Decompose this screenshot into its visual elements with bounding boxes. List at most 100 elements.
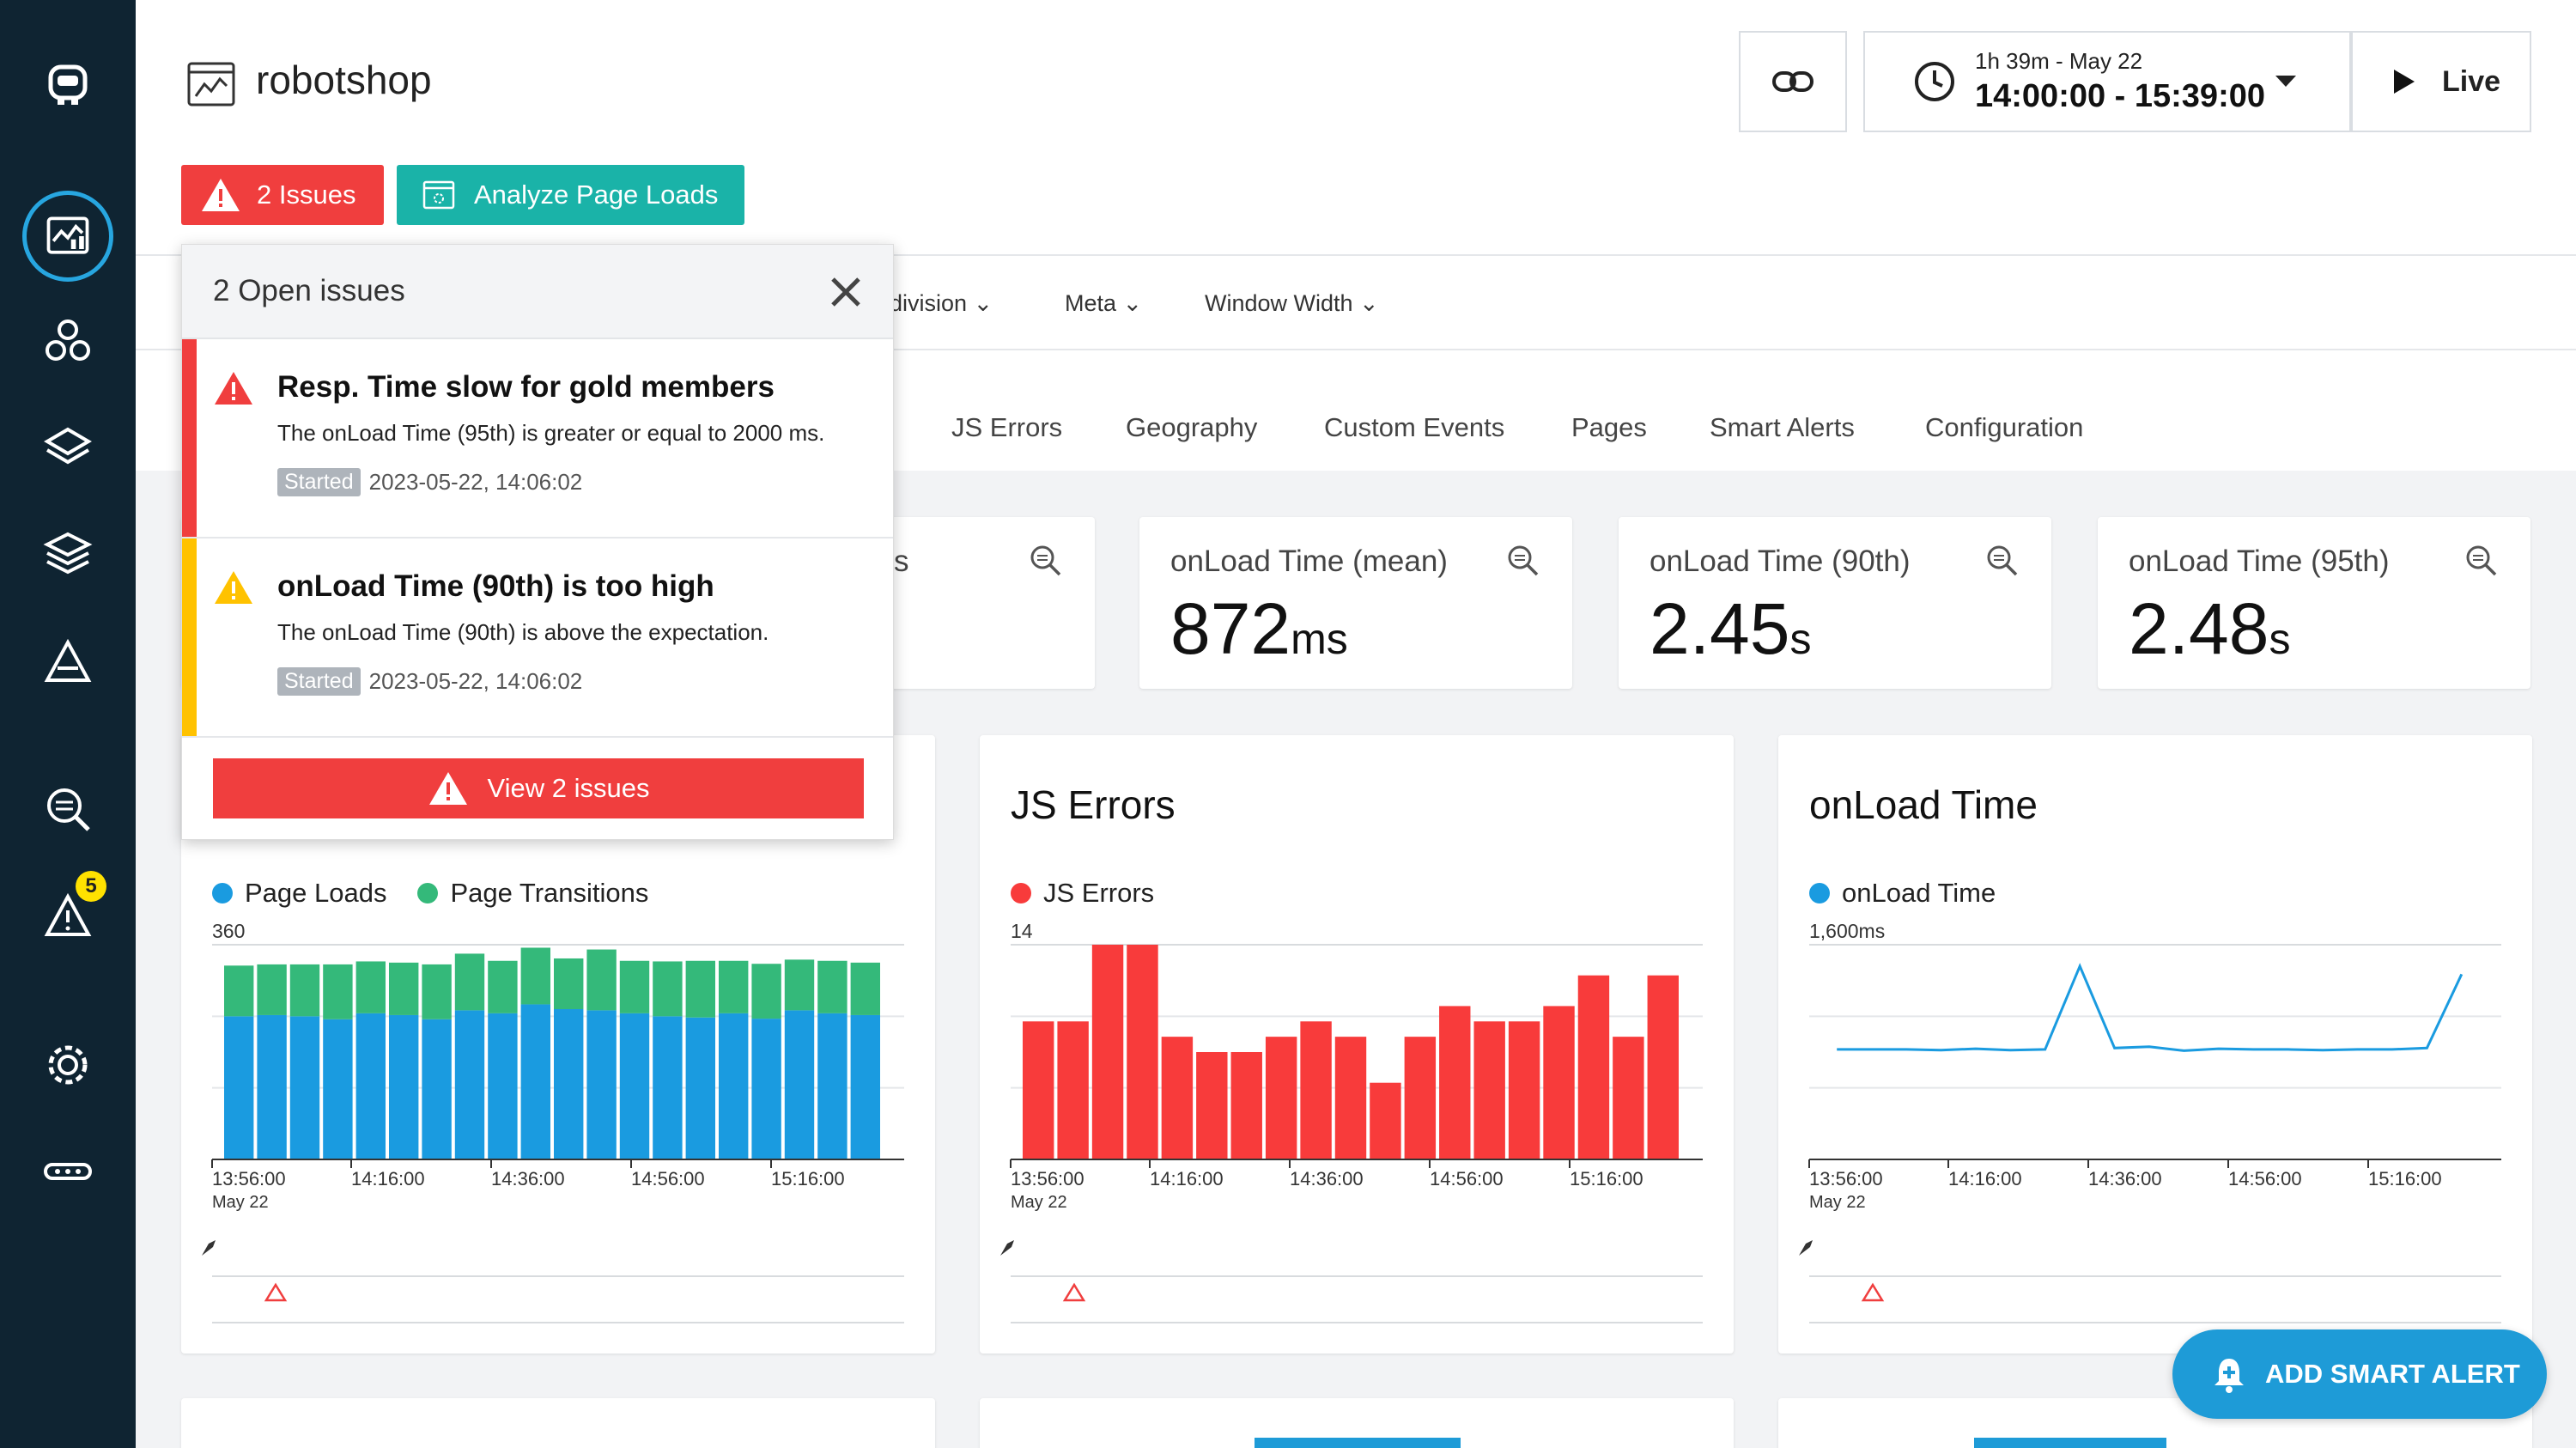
x-date-label: May 22 (1011, 1193, 1067, 1212)
issue-title: onLoad Time (90th) is too high (277, 569, 714, 603)
x-tick-label: 14:36:00 (2088, 1168, 2162, 1189)
legend-label: JS Errors (1043, 878, 1155, 908)
bar-page-transitions (817, 960, 848, 1013)
bar-page-transitions (586, 949, 617, 1011)
issue-item[interactable]: Resp. Time slow for gold members The onL… (182, 339, 893, 538)
bar-page-transitions (751, 964, 781, 1019)
x-tick-label: 14:36:00 (1290, 1168, 1364, 1189)
bar-js-errors (1613, 1037, 1644, 1159)
bar-page-loads (488, 1013, 518, 1159)
applications-icon[interactable] (33, 307, 102, 376)
alerts-icon[interactable] (33, 881, 102, 950)
bell-plus-icon (2215, 1359, 2244, 1393)
issues-button-label: 2 Issues (257, 179, 356, 210)
website-monitoring-icon[interactable] (22, 191, 113, 282)
tab-custom-events[interactable]: Custom Events (1324, 412, 1505, 442)
x-tick-label: 14:56:00 (1430, 1168, 1504, 1189)
filter-window-width[interactable]: Window Width ⌄ (1205, 290, 1379, 316)
filter-meta[interactable]: Meta ⌄ (1065, 290, 1143, 316)
issues-button[interactable]: 2 Issues (181, 165, 384, 225)
tab-configuration[interactable]: Configuration (1925, 412, 2084, 442)
x-tick-label: 14:16:00 (1150, 1168, 1224, 1189)
bar-page-loads (389, 1014, 419, 1159)
services-icon[interactable] (33, 414, 102, 483)
zoom-icon[interactable] (2464, 543, 2498, 577)
bar-page-loads (784, 1010, 815, 1159)
tab-js-errors[interactable]: JS Errors (951, 412, 1063, 442)
metric-unit: s (2269, 615, 2291, 663)
issue-started-time: 2023-05-22, 14:06:02 (368, 668, 583, 694)
bar-js-errors (1404, 1037, 1437, 1159)
bar-page-loads (323, 1019, 353, 1159)
tab-smart-alerts[interactable]: Smart Alerts (1710, 412, 1855, 442)
view-issues-button[interactable]: View 2 issues (213, 758, 864, 818)
infrastructure-stack-icon[interactable] (33, 520, 102, 589)
analyze-page-loads-button[interactable]: Analyze Page Loads (397, 165, 744, 225)
bar-page-transitions (719, 960, 749, 1013)
filter-division[interactable]: division ⌄ (890, 290, 993, 316)
warning-icon (215, 571, 252, 604)
rocket-icon (1000, 1240, 1014, 1256)
metric-number: 2.48 (2129, 588, 2269, 669)
issue-severity-bar (182, 339, 197, 537)
issue-marker-icon (1062, 1282, 1086, 1302)
bar-page-transitions (685, 960, 715, 1018)
metric-value: 872ms (1170, 587, 1348, 671)
share-link-button[interactable] (1739, 31, 1847, 132)
y-tick-label: 1,600ms (1809, 920, 1885, 942)
robot-logo-icon[interactable] (33, 48, 102, 117)
warning-icon (202, 179, 240, 211)
tab-geography[interactable]: Geography (1126, 412, 1258, 442)
zoom-icon[interactable] (1505, 543, 1540, 577)
live-label: Live (2442, 64, 2501, 98)
more-icon[interactable] (33, 1137, 102, 1206)
issue-title: Resp. Time slow for gold members (277, 370, 775, 404)
issue-item[interactable]: onLoad Time (90th) is too high The onLoa… (182, 538, 893, 738)
chart-title: onLoad Time (1809, 782, 2038, 827)
metric-unit: s (1789, 615, 1812, 663)
live-button[interactable]: Live (2351, 31, 2531, 132)
bar-js-errors (1577, 975, 1610, 1159)
analyze-button-label: Analyze Page Loads (474, 179, 719, 210)
add-smart-alert-button[interactable]: ADD SMART ALERT (2172, 1329, 2547, 1419)
time-range-picker[interactable]: 1h 39m - May 22 14:00:00 - 15:39:00 (1863, 31, 2351, 132)
bar-js-errors (1508, 1021, 1540, 1159)
x-tick-label: 14:56:00 (2228, 1168, 2302, 1189)
bottom-card (181, 1398, 935, 1448)
view-issues-label: View 2 issues (487, 773, 650, 803)
metric-value: 2.48s (2129, 587, 2291, 671)
zoom-icon[interactable] (1984, 543, 2019, 577)
bar-page-transitions (257, 964, 287, 1015)
y-tick-label: 360 (212, 920, 245, 942)
bar-js-errors (1023, 1021, 1054, 1159)
bar-page-loads (257, 1014, 287, 1159)
issue-started-time: 2023-05-22, 14:06:02 (368, 469, 583, 495)
filter-window-width-label: Window Width (1205, 290, 1353, 316)
bar-page-loads (224, 1016, 254, 1159)
analytics-search-icon[interactable] (33, 775, 102, 843)
zoom-icon[interactable] (1028, 543, 1062, 577)
x-tick-label: 15:16:00 (1570, 1168, 1643, 1189)
add-smart-alert-label: ADD SMART ALERT (2265, 1359, 2520, 1389)
bar-page-transitions (422, 964, 452, 1019)
synthetic-flask-icon[interactable] (33, 627, 102, 696)
issue-description: The onLoad Time (95th) is greater or equ… (277, 420, 825, 446)
metric-label: onLoad Time (90th) (1649, 545, 1911, 578)
bar-page-loads (719, 1013, 749, 1159)
sidebar: 5 (0, 0, 136, 1448)
bottom-card-bar (1974, 1438, 2166, 1448)
tab-pages[interactable]: Pages (1571, 412, 1647, 442)
legend-label: Page Loads (245, 878, 387, 908)
onload-time-chart-card: onLoad Time onLoad Time 1,600ms 13:56:00 1… (1778, 735, 2532, 1354)
bar-js-errors (1091, 945, 1124, 1159)
bar-page-transitions (323, 964, 353, 1019)
chevron-down-icon (2275, 76, 2296, 87)
bar-page-transitions (289, 964, 320, 1017)
close-icon[interactable] (824, 271, 867, 313)
settings-gear-icon[interactable] (33, 1031, 102, 1099)
filter-meta-label: Meta (1065, 290, 1117, 316)
bar-js-errors (1161, 1037, 1194, 1159)
bar-page-loads (422, 1019, 452, 1159)
bar-page-loads (619, 1013, 650, 1159)
started-badge: Started (277, 468, 361, 496)
